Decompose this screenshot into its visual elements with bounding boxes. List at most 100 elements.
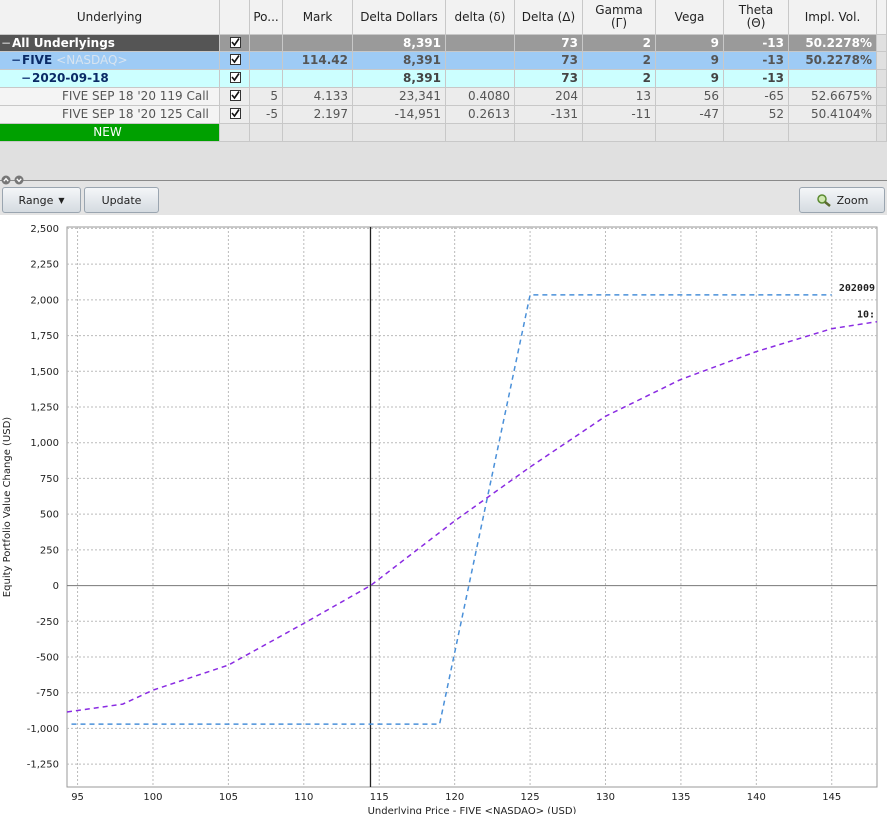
row-filler	[877, 35, 887, 52]
y-tick-label: 1,250	[30, 403, 59, 414]
checkbox[interactable]	[230, 90, 242, 102]
checkbox[interactable]	[230, 37, 242, 49]
row-name: FIVE	[22, 53, 53, 67]
row-name: FIVE SEP 18 '20 125 Call	[62, 107, 209, 121]
row-filler	[877, 124, 887, 142]
tree-toggle[interactable]: −	[1, 36, 12, 50]
zoom-button[interactable]: Zoom	[799, 187, 885, 213]
checkbox-cell[interactable]	[220, 52, 250, 70]
plot-area	[66, 226, 878, 788]
cell: 4.133	[283, 88, 353, 106]
x-tick-label: 125	[521, 792, 540, 803]
x-tick-label: 120	[445, 792, 464, 803]
row-label: − All Underlyings	[0, 35, 220, 52]
column-header: Po...	[250, 0, 283, 35]
cell: 2	[583, 70, 656, 88]
cell	[250, 35, 283, 52]
cell: -47	[656, 106, 724, 124]
checkbox-cell[interactable]	[220, 88, 250, 106]
checkbox-cell[interactable]	[220, 70, 250, 88]
cell: -14,951	[353, 106, 446, 124]
x-axis-title: Underlying Price - FIVE <NASDAQ> (USD)	[368, 806, 577, 814]
row-label: −2020-09-18	[0, 70, 220, 88]
cell: 204	[515, 88, 583, 106]
y-axis-title: Equity Portfolio Value Change (USD)	[2, 417, 13, 597]
y-tick-label: 1,500	[30, 367, 59, 378]
row-name: All Underlyings	[12, 36, 115, 50]
series-label: 10:	[857, 310, 875, 321]
checkbox[interactable]	[230, 108, 242, 120]
y-tick-label: 2,500	[30, 224, 59, 235]
y-tick-label: -250	[36, 617, 59, 628]
column-header: Gamma (Γ)	[583, 0, 656, 35]
cell: 5	[250, 88, 283, 106]
cell: -13	[724, 52, 789, 70]
x-tick-label: 115	[370, 792, 389, 803]
column-header: Delta Dollars	[353, 0, 446, 35]
zoom-label: Zoom	[836, 193, 869, 207]
cell: 50.2278%	[789, 35, 877, 52]
cell	[283, 124, 353, 142]
checkbox-cell	[220, 124, 250, 142]
update-button[interactable]: Update	[84, 187, 159, 213]
cell: 73	[515, 35, 583, 52]
y-tick-label: 1,750	[30, 331, 59, 342]
row-filler	[877, 88, 887, 106]
tree-toggle[interactable]: −	[21, 71, 32, 85]
column-header: Underlying	[0, 0, 220, 35]
y-tick-label: -1,000	[27, 724, 59, 735]
y-tick-label: 750	[40, 474, 59, 485]
y-tick-label: 2,250	[30, 260, 59, 271]
series-line	[71, 294, 832, 725]
row-filler	[877, 106, 887, 124]
checkbox-cell[interactable]	[220, 106, 250, 124]
column-header: Mark	[283, 0, 353, 35]
cell: -65	[724, 88, 789, 106]
exchange: <NASDAQ>	[56, 53, 128, 67]
cell: 52	[724, 106, 789, 124]
cell: 8,391	[353, 70, 446, 88]
cell: -13	[724, 70, 789, 88]
x-tick-label: 130	[596, 792, 615, 803]
series-label: 202009	[839, 283, 875, 294]
cell	[656, 124, 724, 142]
row-label[interactable]: NEW	[0, 124, 220, 142]
cell	[250, 70, 283, 88]
cell: 8,391	[353, 35, 446, 52]
cell: 114.42	[283, 52, 353, 70]
cell	[724, 124, 789, 142]
cell	[446, 52, 515, 70]
cell: 2.197	[283, 106, 353, 124]
range-button[interactable]: Range ▼	[2, 187, 81, 213]
checkbox[interactable]	[230, 54, 242, 66]
cell	[446, 124, 515, 142]
cell	[283, 70, 353, 88]
header-filler	[877, 0, 887, 35]
checkbox-cell[interactable]	[220, 35, 250, 52]
cell	[250, 52, 283, 70]
y-tick-label: 250	[40, 545, 59, 556]
cell: 9	[656, 35, 724, 52]
cell: 50.2278%	[789, 52, 877, 70]
column-header: Theta (Θ)	[724, 0, 789, 35]
column-header: Delta (Δ)	[515, 0, 583, 35]
cell	[789, 70, 877, 88]
cell	[583, 124, 656, 142]
cell	[446, 70, 515, 88]
y-tick-label: -500	[36, 653, 59, 664]
cell: 50.4104%	[789, 106, 877, 124]
tree-toggle[interactable]: −	[11, 53, 22, 67]
range-label: Range	[18, 193, 54, 207]
checkbox[interactable]	[230, 72, 242, 84]
cell: -11	[583, 106, 656, 124]
cell: 73	[515, 70, 583, 88]
cell	[283, 35, 353, 52]
cell: 56	[656, 88, 724, 106]
cell: 2	[583, 35, 656, 52]
panel-toggles[interactable]	[0, 174, 26, 186]
cell	[353, 124, 446, 142]
column-header: Vega	[656, 0, 724, 35]
x-tick-label: 110	[294, 792, 313, 803]
cell: 73	[515, 52, 583, 70]
